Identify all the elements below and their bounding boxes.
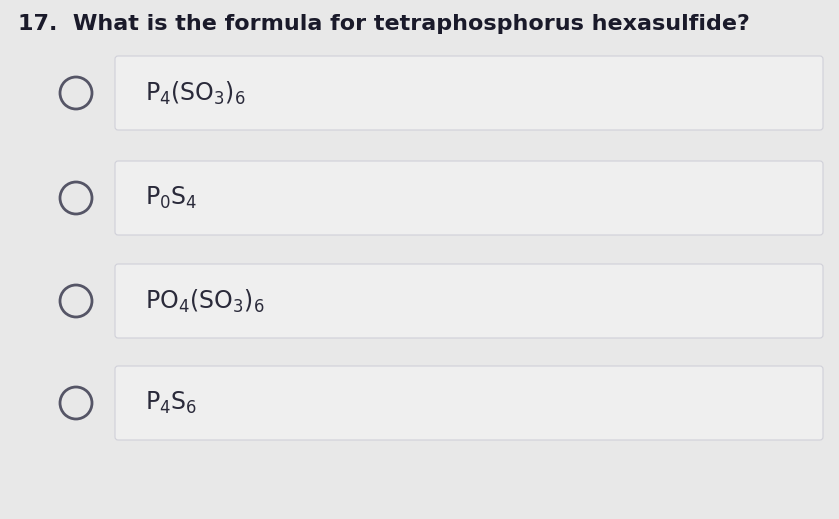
FancyBboxPatch shape [115,264,823,338]
Text: $\mathregular{P_4(SO_3)_6}$: $\mathregular{P_4(SO_3)_6}$ [145,79,246,106]
FancyBboxPatch shape [115,56,823,130]
Text: $\mathregular{PO_4(SO_3)_6}$: $\mathregular{PO_4(SO_3)_6}$ [145,288,264,315]
Text: 17.  What is the formula for tetraphosphorus hexasulfide?: 17. What is the formula for tetraphospho… [18,14,750,34]
FancyBboxPatch shape [115,161,823,235]
Text: $\mathregular{P_0S_4}$: $\mathregular{P_0S_4}$ [145,185,197,211]
FancyBboxPatch shape [115,366,823,440]
Text: $\mathregular{P_4S_6}$: $\mathregular{P_4S_6}$ [145,390,197,416]
